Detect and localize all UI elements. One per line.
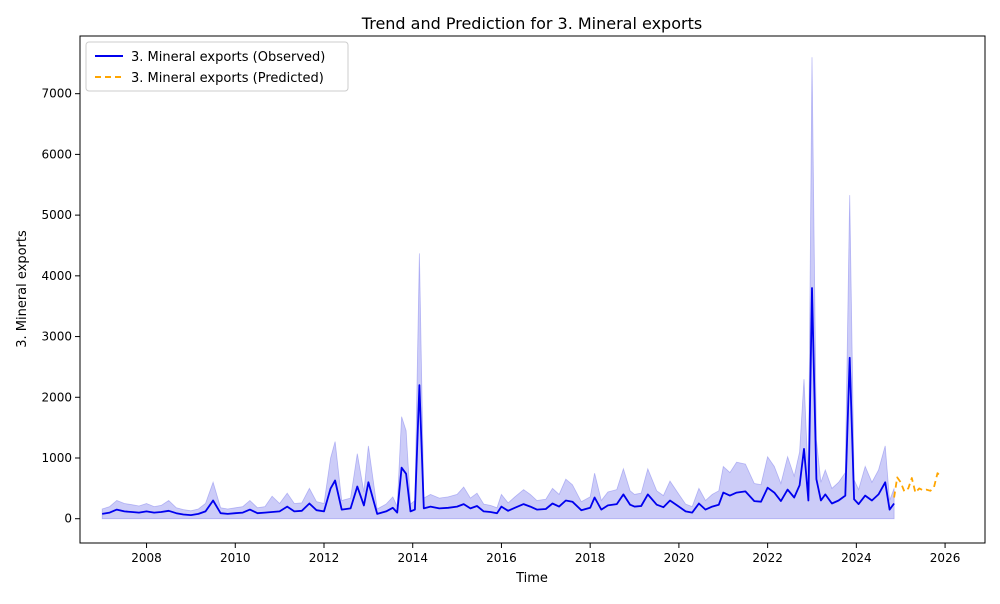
y-tick-label: 3000 (41, 330, 72, 344)
x-tick-label: 2010 (220, 551, 251, 565)
predicted-series-line (893, 472, 942, 498)
x-tick-label: 2008 (131, 551, 162, 565)
x-axis-label: Time (515, 571, 548, 586)
x-tick-label: 2012 (309, 551, 340, 565)
x-tick-label: 2024 (841, 551, 872, 565)
y-tick-label: 4000 (41, 269, 72, 283)
legend-box (85, 41, 349, 92)
y-tick-label: 2000 (41, 390, 72, 404)
y-tick-label: 0 (64, 512, 72, 526)
legend-label-predicted: 3. Mineral exports (Predicted) (131, 71, 324, 86)
x-tick-label: 2022 (752, 551, 783, 565)
x-tick-label: 2018 (575, 551, 606, 565)
confidence-band (101, 57, 895, 520)
x-tick-label: 2014 (397, 551, 428, 565)
y-tick-label: 7000 (41, 87, 72, 101)
x-tick-label: 2016 (486, 551, 517, 565)
y-tick-label: 1000 (41, 451, 72, 465)
x-tick-label: 2026 (930, 551, 961, 565)
plot-frame (79, 35, 986, 544)
x-tick-label: 2020 (664, 551, 695, 565)
observed-series-line (102, 287, 895, 516)
y-axis-label: 3. Mineral exports (15, 230, 30, 348)
y-tick-label: 5000 (41, 208, 72, 222)
y-tick-label: 6000 (41, 147, 72, 161)
legend: 3. Mineral exports (Observed) 3. Mineral… (85, 41, 349, 92)
chart-title: Trend and Prediction for 3. Mineral expo… (361, 14, 702, 33)
legend-label-observed: 3. Mineral exports (Observed) (131, 50, 325, 65)
